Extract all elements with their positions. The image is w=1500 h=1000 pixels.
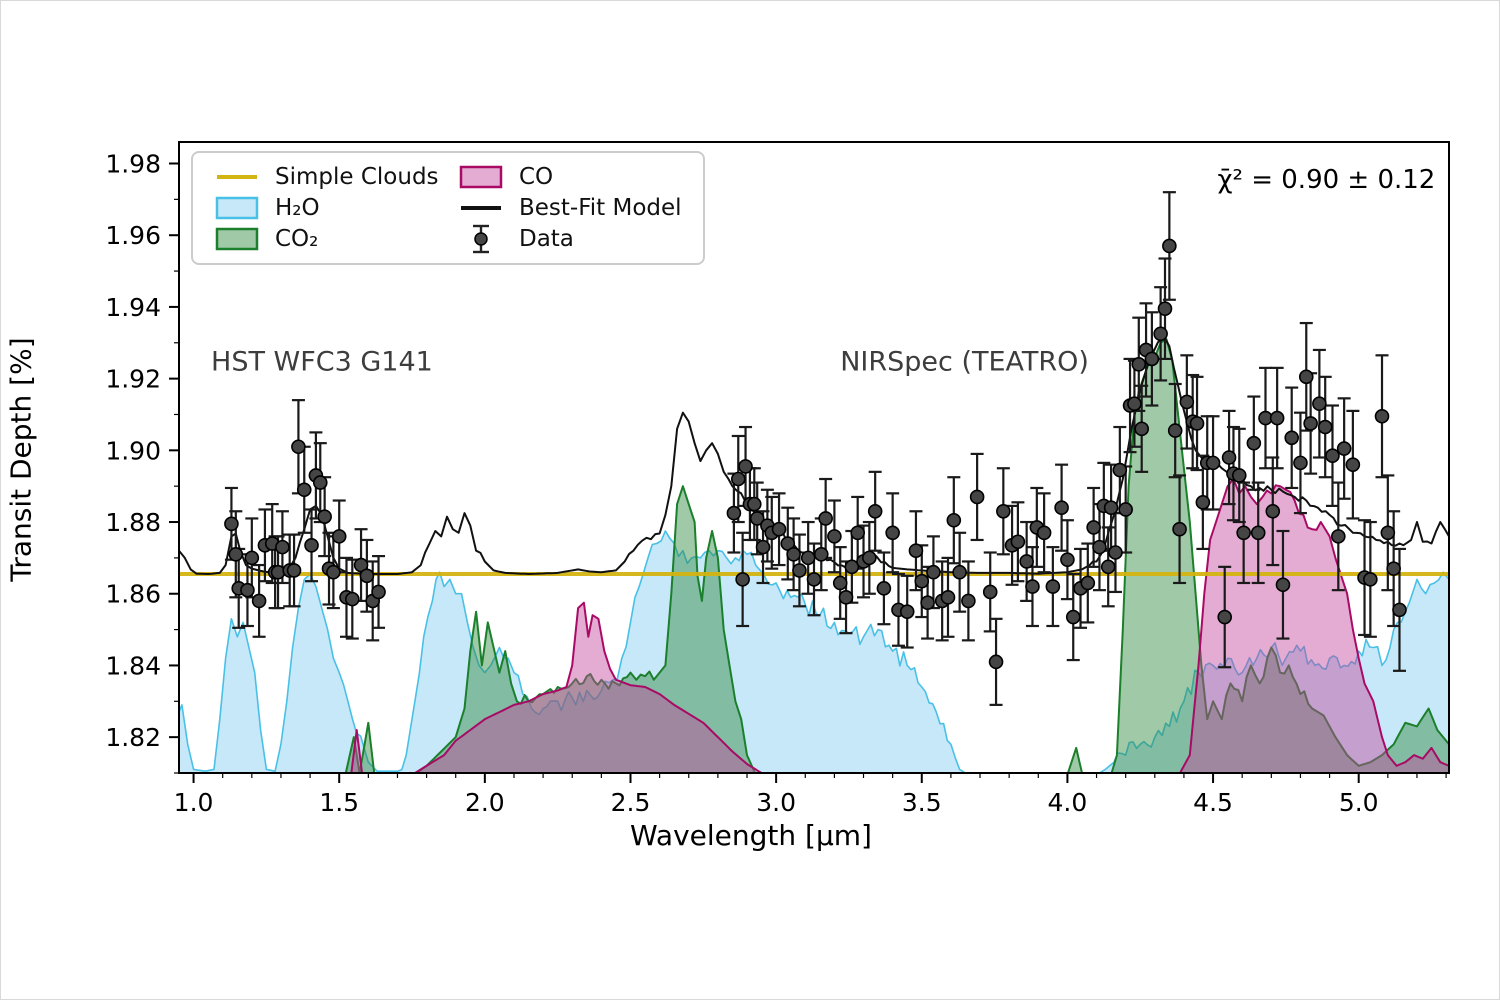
svg-text:3.0: 3.0	[756, 788, 796, 817]
legend-item-label: CO	[518, 163, 554, 190]
legend-item-data: Data	[459, 224, 693, 255]
legend-item-label: H₂O	[275, 194, 320, 221]
legend-line-swatch	[215, 164, 259, 190]
legend-errorbar-swatch	[459, 225, 503, 254]
legend-item-simple-clouds: Simple Clouds	[215, 161, 459, 192]
legend-fill-swatch	[215, 195, 259, 221]
svg-text:1.0: 1.0	[174, 788, 214, 817]
svg-text:1.84: 1.84	[105, 651, 161, 680]
legend-item-label: Simple Clouds	[275, 163, 439, 190]
svg-text:4.5: 4.5	[1193, 788, 1233, 817]
svg-text:5.0: 5.0	[1339, 788, 1379, 817]
legend-column-right: CO Best-Fit Model Data	[459, 161, 693, 255]
svg-text:2.5: 2.5	[611, 788, 651, 817]
svg-text:1.98: 1.98	[105, 150, 161, 179]
legend-fill-swatch	[459, 164, 503, 190]
chi-squared-annotation: χ̄² = 0.90 ± 0.12	[1217, 164, 1436, 195]
legend-item-label: Best-Fit Model	[518, 194, 682, 221]
svg-text:1.5: 1.5	[319, 788, 359, 817]
svg-text:1.82: 1.82	[105, 723, 161, 752]
legend-fill-swatch	[215, 226, 259, 252]
legend: Simple Clouds H₂O CO₂ CO Best-Fit Model Data	[191, 151, 705, 265]
svg-text:3.5: 3.5	[902, 788, 942, 817]
legend-item-co: CO	[459, 161, 693, 192]
svg-text:1.92: 1.92	[105, 365, 161, 394]
y-axis-label: Transit Depth [%]	[4, 337, 38, 582]
svg-text:1.90: 1.90	[105, 436, 161, 465]
svg-text:1.94: 1.94	[105, 293, 161, 322]
legend-item-best-fit-model: Best-Fit Model	[459, 192, 693, 223]
legend-item-label: CO₂	[275, 226, 319, 253]
legend-column-left: Simple Clouds H₂O CO₂	[215, 161, 459, 255]
x-axis-label: Wavelength [μm]	[630, 819, 872, 852]
nirspec-instrument-label: NIRSpec (TEATRO)	[840, 346, 1089, 378]
legend-item-co-: CO₂	[215, 224, 459, 255]
hst-instrument-label: HST WFC3 G141	[211, 346, 433, 378]
svg-text:1.88: 1.88	[105, 508, 161, 537]
svg-text:1.96: 1.96	[105, 221, 161, 250]
svg-text:1.86: 1.86	[105, 580, 161, 609]
legend-line-swatch	[459, 195, 503, 221]
svg-text:4.0: 4.0	[1048, 788, 1088, 817]
svg-text:2.0: 2.0	[465, 788, 505, 817]
legend-item-h-o: H₂O	[215, 192, 459, 223]
legend-item-label: Data	[518, 226, 574, 253]
